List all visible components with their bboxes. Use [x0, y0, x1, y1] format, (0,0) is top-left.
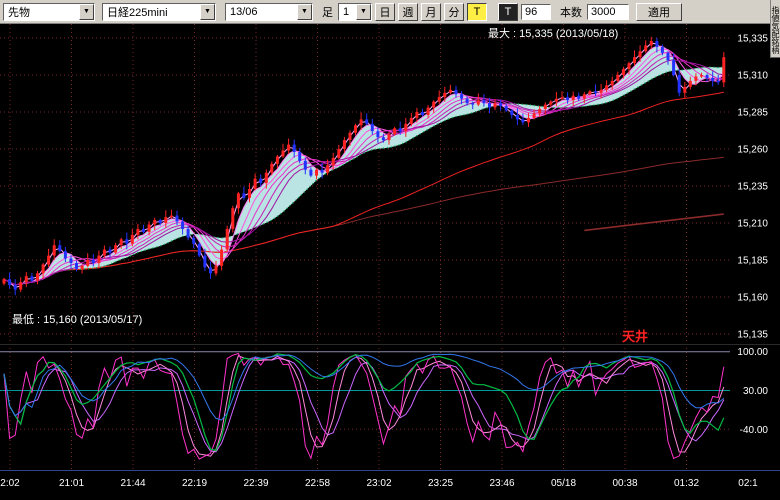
cyan-band: [4, 46, 724, 285]
sub-tick-label: -40.00: [740, 425, 769, 436]
period-week-button[interactable]: 週: [398, 2, 418, 21]
apply-button[interactable]: 適用: [636, 2, 682, 21]
red-ma: [3, 91, 724, 286]
time-tick-label: 23:46: [489, 478, 514, 489]
ma-ribbon: [3, 42, 725, 288]
time-tick-label: 05/18: [551, 478, 576, 489]
trend-segment: [584, 213, 724, 232]
time-tick-label: 2:02: [0, 478, 20, 489]
sub-panel-grid: [0, 344, 780, 471]
oscillator-layer: [3, 352, 725, 460]
toolbar: 先物 ▼ 日経225mini ▼ 13/06 ▼ 足 1 ▼ 日 週 月 分 T…: [0, 0, 780, 24]
price-tick-label: 15,235: [737, 182, 768, 193]
time-tick-label: 23:25: [428, 478, 453, 489]
chevron-down-icon[interactable]: ▼: [297, 3, 312, 20]
chevron-down-icon[interactable]: ▼: [356, 3, 371, 20]
price-tick-label: 15,185: [737, 256, 768, 267]
price-tick-label: 15,310: [737, 71, 768, 82]
time-tick-label: 23:02: [366, 478, 391, 489]
candles-layer: [2, 36, 726, 296]
annotations: 最大 : 15,335 (2013/05/18) 最低 : 15,160 (201…: [12, 26, 648, 344]
instrument-type-select[interactable]: 先物 ▼: [3, 2, 95, 21]
bars-label: 本数: [560, 6, 582, 19]
time-tick-label: 21:44: [120, 478, 145, 489]
period-tick-button[interactable]: T: [467, 2, 487, 21]
time-tick-label: 22:19: [182, 478, 207, 489]
chevron-down-icon[interactable]: ▼: [200, 3, 215, 20]
chevron-down-icon[interactable]: ▼: [79, 3, 94, 20]
price-axis-labels: 15,335 15,310 15,285 15,260 15,235 15,210 15,1…: [737, 34, 768, 436]
symbol-value: 日経225mini: [107, 6, 168, 19]
time-tick-label: 02:1: [738, 478, 758, 489]
contract-month-select[interactable]: 13/06 ▼: [225, 2, 313, 21]
time-axis-labels: 2:02 21:01 21:44 22:19 22:39 22:58 23:02 23:25 2…: [0, 478, 758, 489]
price-tick-label: 15,285: [737, 108, 768, 119]
price-tick-label: 15,335: [737, 34, 768, 45]
price-tick-label: 15,210: [737, 219, 768, 230]
sub-tick-label: 100.00: [737, 347, 768, 358]
time-tick-label: 22:58: [305, 478, 330, 489]
tick-size-input[interactable]: [521, 3, 551, 20]
time-tick-label: 22:39: [243, 478, 268, 489]
period-day-button[interactable]: 日: [375, 2, 395, 21]
green-ma: [3, 66, 724, 286]
price-tick-label: 15,160: [737, 293, 768, 304]
contract-month-value: 13/06: [230, 5, 258, 18]
price-tick-label: 15,135: [737, 330, 768, 341]
chart-canvas[interactable]: 15,335 15,310 15,285 15,260 15,235 15,210 15,1…: [0, 24, 780, 500]
period-minute-button[interactable]: 分: [444, 2, 464, 21]
time-tick-label: 00:38: [612, 478, 637, 489]
bars-count-input[interactable]: [587, 3, 629, 20]
tick-icon-button[interactable]: T: [498, 2, 518, 21]
time-tick-label: 21:01: [59, 478, 84, 489]
period-label: 足: [322, 6, 333, 19]
max-annotation: 最大 : 15,335 (2013/05/18): [488, 26, 618, 40]
side-tab-quote-list[interactable]: 指値気配銘柄: [770, 0, 780, 58]
min-annotation: 最低 : 15,160 (2013/05/17): [12, 313, 142, 326]
ceiling-annotation: 天井: [622, 329, 648, 344]
period-month-button[interactable]: 月: [421, 2, 441, 21]
sub-tick-label: 30.00: [743, 386, 768, 397]
instrument-type-value: 先物: [8, 6, 30, 19]
time-tick-label: 01:32: [674, 478, 699, 489]
symbol-select[interactable]: 日経225mini ▼: [102, 2, 216, 21]
minute-count-select[interactable]: 1 ▼: [338, 2, 372, 21]
side-tab-label: 指値気配銘柄: [771, 5, 780, 54]
price-tick-label: 15,260: [737, 145, 768, 156]
minute-count-value: 1: [343, 5, 350, 18]
